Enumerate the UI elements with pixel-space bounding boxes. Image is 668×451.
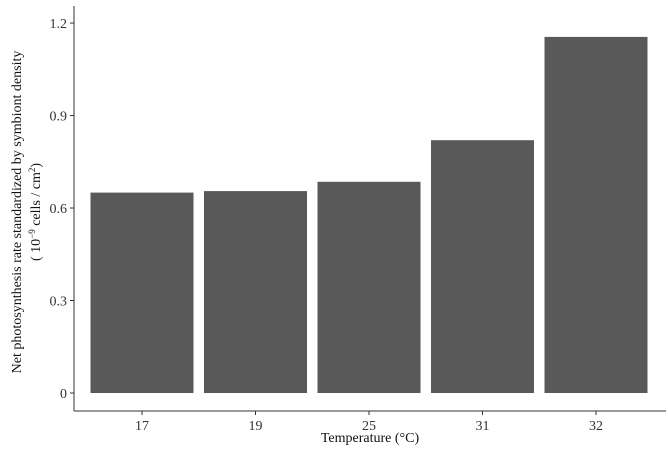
x-tick-label-25: 25 (362, 419, 376, 434)
y-axis-title-exponent2: 2 (27, 168, 37, 173)
x-tick-label-17: 17 (135, 419, 149, 434)
y-tick-label-1.2: 1.2 (50, 17, 68, 32)
y-tick-label-0.3: 0.3 (50, 295, 68, 310)
x-ticks: 17 19 25 31 32 (135, 411, 603, 434)
y-tick-label-0.9: 0.9 (50, 110, 68, 125)
bar-19 (204, 191, 307, 393)
x-tick-label-19: 19 (249, 419, 263, 434)
y-axis-title: Net photosynthesis rate standardized by … (10, 51, 44, 374)
y-tick-label-0.6: 0.6 (50, 202, 68, 217)
y-axis-title-prefix: ( 10 (29, 239, 44, 261)
bar-25 (317, 181, 421, 393)
x-axis-title: Temperature (°C) (321, 431, 420, 446)
bar-32 (544, 36, 648, 394)
y-axis-title-exponent: −9 (27, 229, 37, 239)
x-tick-label-32: 32 (589, 419, 603, 434)
y-axis-title-line2: ( 10−9 cells / cm2) (27, 163, 44, 261)
x-tick-label-31: 31 (476, 419, 490, 434)
y-ticks: 0 0.3 0.6 0.9 1.2 (50, 17, 74, 402)
y-tick-label-0: 0 (60, 387, 67, 402)
bar-17 (90, 192, 194, 393)
bar-31 (431, 140, 534, 393)
y-axis-title-line1: Net photosynthesis rate standardized by … (10, 51, 25, 374)
y-axis-title-unit: cells / cm (29, 172, 44, 229)
bars-layer (90, 36, 648, 394)
y-axis-title-suffix: ) (29, 163, 44, 168)
